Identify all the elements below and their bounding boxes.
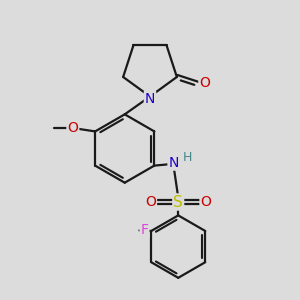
Text: N: N [145, 92, 155, 106]
Text: O: O [145, 195, 156, 209]
Text: O: O [68, 122, 78, 136]
Text: S: S [173, 194, 183, 209]
Text: F: F [140, 224, 148, 237]
Text: O: O [200, 195, 211, 209]
Text: N: N [169, 156, 179, 170]
Text: H: H [182, 151, 192, 164]
Text: O: O [200, 76, 210, 90]
